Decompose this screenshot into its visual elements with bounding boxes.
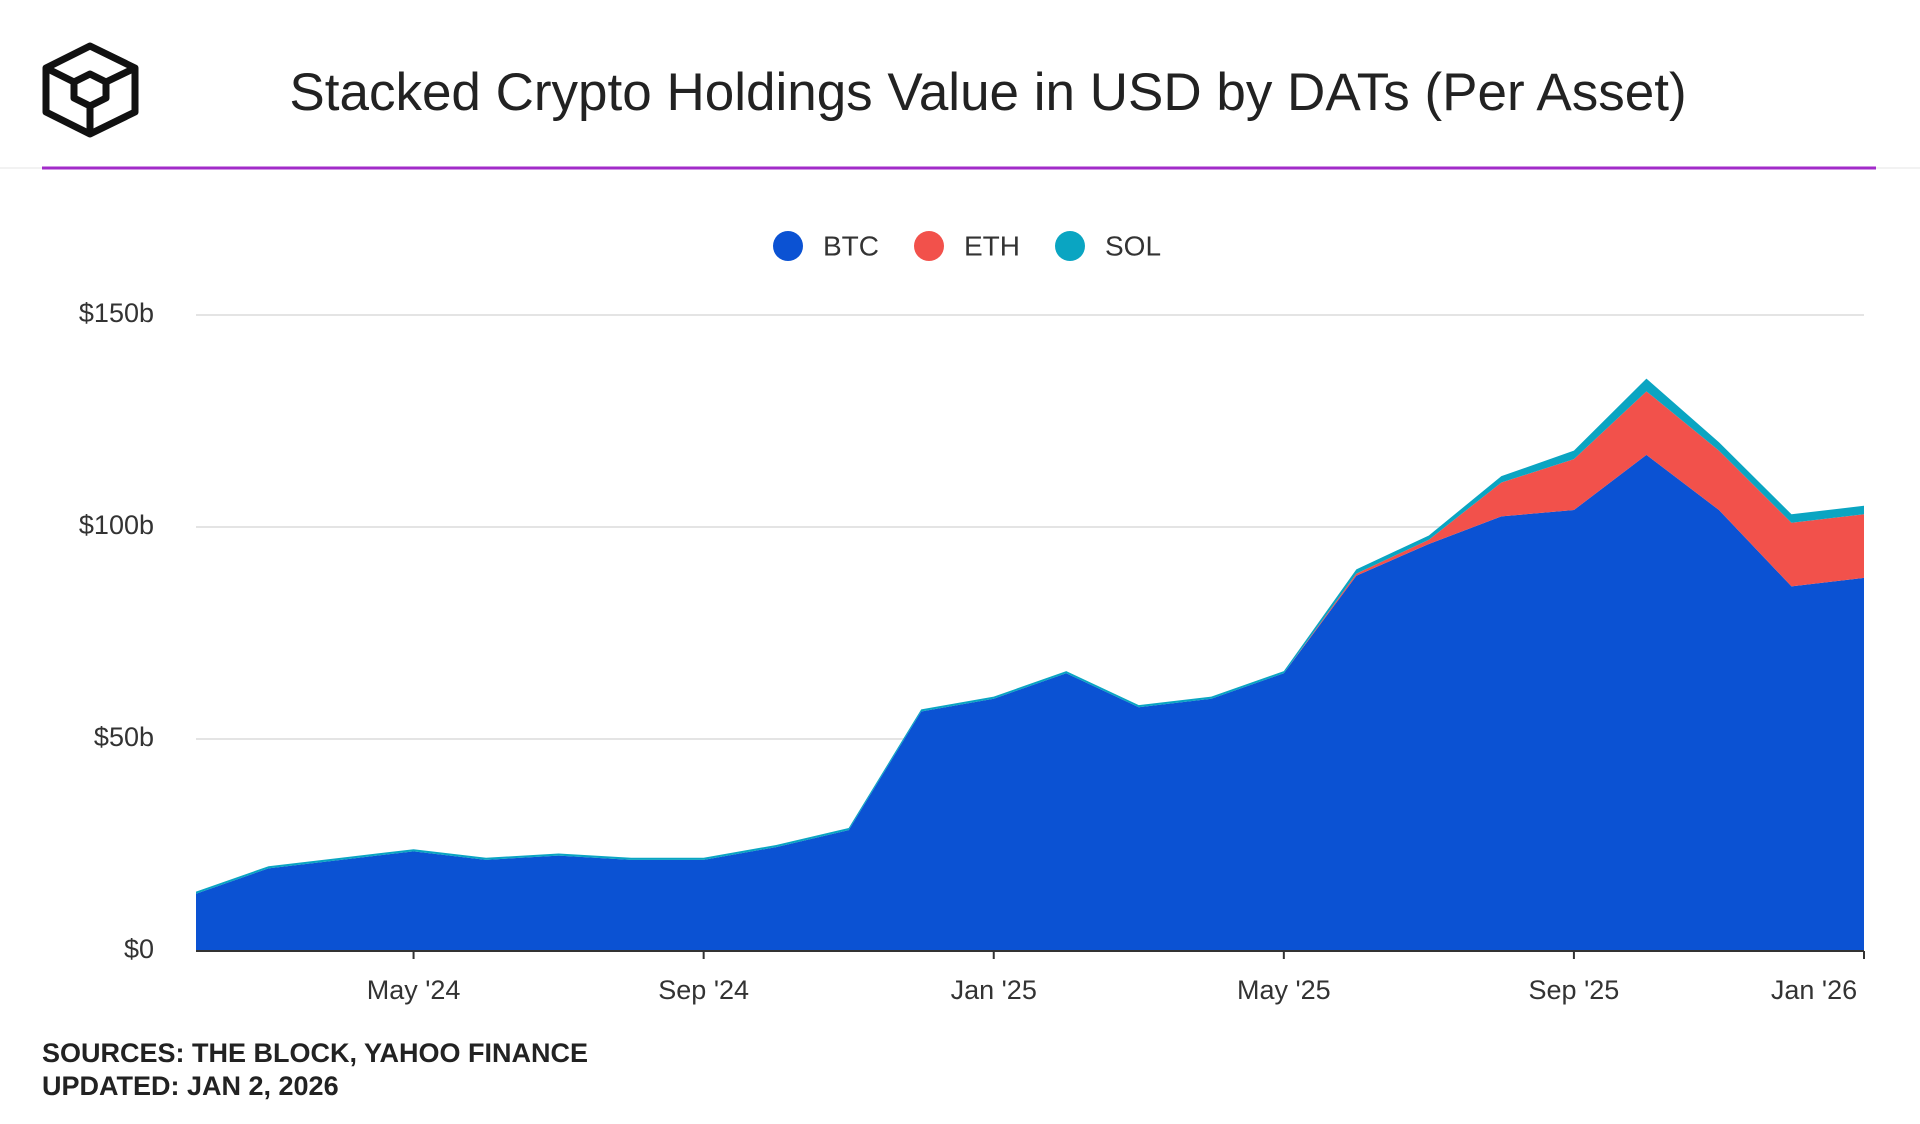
legend-swatch	[914, 231, 944, 261]
legend-label: SOL	[1105, 230, 1161, 261]
x-tick-label: Jan '25	[951, 975, 1037, 1005]
area	[196, 454, 1864, 951]
area	[196, 378, 1864, 894]
x-tick-label: Jan '26	[1771, 975, 1857, 1005]
legend-swatch	[773, 231, 803, 261]
chart-title: Stacked Crypto Holdings Value in USD by …	[289, 63, 1686, 122]
y-tick-label: $50b	[94, 722, 154, 752]
legend-label: BTC	[823, 230, 879, 261]
x-tick-label: May '25	[1237, 975, 1331, 1005]
sources: SOURCES: THE BLOCK, YAHOO FINANCE	[42, 1038, 588, 1068]
x-tick-label: Sep '24	[658, 975, 749, 1005]
legend-swatch	[1055, 231, 1085, 261]
y-tick-label: $100b	[79, 510, 154, 540]
logo	[42, 42, 139, 138]
y-tick-label: $150b	[79, 298, 154, 328]
y-tick-label: $0	[124, 934, 154, 964]
area	[196, 391, 1864, 894]
legend-label: ETH	[964, 230, 1020, 261]
x-tick-label: May '24	[367, 975, 461, 1005]
updated: UPDATED: JAN 2, 2026	[42, 1071, 339, 1101]
x-tick-label: Sep '25	[1529, 975, 1620, 1005]
